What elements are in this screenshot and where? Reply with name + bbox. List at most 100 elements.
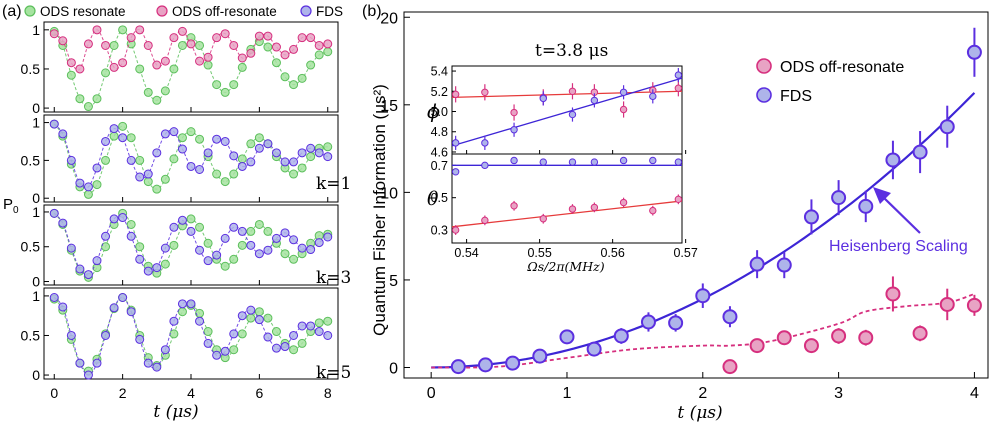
phi-y-tick-label: 5.0 <box>431 105 448 119</box>
data-point-ods-resonate <box>101 68 111 78</box>
panel-b-legend: ODS off-resonate FDS <box>756 58 904 105</box>
data-point-fds <box>831 190 847 206</box>
data-point-ods-off-resonate <box>263 31 273 41</box>
data-point-ods-resonate <box>237 240 247 250</box>
data-point-fds <box>66 330 76 340</box>
theta-data-point-ods-off-resonate <box>619 198 628 207</box>
data-point-fds <box>143 266 153 276</box>
phi-data-point-ods-off-resonate <box>619 105 628 114</box>
data-point-fds <box>229 151 239 161</box>
data-point-fds <box>58 129 68 139</box>
k-label-3: k=3 <box>316 268 351 288</box>
data-point-fds <box>271 148 281 158</box>
data-point-fds <box>143 169 153 179</box>
data-point-ods-resonate <box>306 152 316 162</box>
data-point-fds <box>237 311 247 321</box>
data-point-fds <box>220 346 230 356</box>
ods-off-resonate-guide-curve <box>431 293 975 369</box>
theta-data-point-ods-off-resonate <box>451 226 460 234</box>
data-point-fds <box>532 348 548 364</box>
data-point-fds <box>169 316 179 326</box>
data-point-fds <box>912 144 928 160</box>
panel-b-xlabel: t (μs) <box>677 403 722 423</box>
data-point-ods-off-resonate <box>776 330 792 346</box>
y-tick-label: 0 <box>389 360 398 377</box>
data-point-ods-off-resonate <box>749 338 765 354</box>
data-point-ods-off-resonate <box>75 64 85 74</box>
data-point-ods-resonate <box>143 177 153 187</box>
k-label-5: k=5 <box>316 363 351 383</box>
data-point-fds <box>254 249 264 259</box>
data-point-ods-resonate <box>323 47 333 57</box>
theta-data-point-ods-off-resonate <box>510 202 518 210</box>
data-point-ods-resonate <box>177 40 187 50</box>
theta-data-point-fds <box>481 161 489 170</box>
data-point-ods-resonate <box>203 60 213 70</box>
data-point-ods-off-resonate <box>83 39 93 49</box>
data-point-ods-off-resonate <box>246 48 256 58</box>
data-point-fds <box>722 309 738 325</box>
data-point-fds <box>477 357 493 373</box>
phi-ods-off-resonate-fit <box>451 90 683 99</box>
data-point-fds <box>75 178 85 188</box>
data-point-fds <box>169 127 179 137</box>
data-point-ods-resonate <box>297 73 307 83</box>
data-point-fds <box>229 222 239 232</box>
phi-y-tick-label: 4.6 <box>431 145 448 159</box>
y-tick-label: 10 <box>380 185 398 202</box>
panel-a-ylabel: P0 <box>3 196 19 216</box>
data-point-fds <box>212 134 222 144</box>
data-point-fds <box>195 164 205 174</box>
legend-marker-ods-off-resonate <box>156 5 168 17</box>
data-point-fds <box>101 231 111 241</box>
data-point-ods-resonate <box>263 226 273 236</box>
data-point-ods-resonate <box>195 222 205 232</box>
data-point-fds <box>109 303 119 313</box>
theta-data-point-ods-off-resonate <box>539 215 547 223</box>
data-point-fds <box>169 222 179 232</box>
data-point-fds <box>177 299 187 309</box>
phi-data-point-fds <box>539 94 547 103</box>
theta-data-point-fds <box>649 156 657 165</box>
data-point-ods-resonate <box>109 131 119 141</box>
data-point-ods-resonate <box>314 318 324 328</box>
data-point-ods-resonate <box>177 307 187 317</box>
legend-ods-resonate: ODS resonate <box>40 4 126 19</box>
inset-theta-label: θ <box>427 188 439 210</box>
data-point-ods-resonate <box>297 338 307 348</box>
theta-data-point-ods-off-resonate <box>481 216 489 225</box>
data-point-fds <box>49 119 59 129</box>
data-point-ods-resonate <box>66 70 76 80</box>
data-point-fds <box>212 350 222 360</box>
panel-a-label: (a) <box>2 3 22 20</box>
data-point-ods-resonate <box>289 254 299 264</box>
panel-b-frame <box>403 11 989 379</box>
data-point-ods-resonate <box>237 154 247 164</box>
panel-b-plot <box>431 27 982 375</box>
data-point-fds <box>297 321 307 331</box>
y-tick-label: 0.5 <box>21 327 41 343</box>
data-point-fds <box>58 218 68 228</box>
phi-fds-fit <box>451 77 683 147</box>
y-tick-label: 1 <box>32 288 40 304</box>
data-point-ods-off-resonate <box>966 297 982 313</box>
data-point-fds <box>695 288 711 304</box>
data-point-ods-resonate <box>246 139 256 149</box>
data-point-ods-off-resonate <box>297 33 307 43</box>
x-tick-label: 0 <box>427 385 436 402</box>
inset-x-tick-label: 0.55 <box>527 246 551 260</box>
y-tick-label: 0 <box>32 274 40 290</box>
data-point-fds <box>109 214 119 224</box>
inset-x-tick-label: 0.54 <box>454 246 478 260</box>
data-point-ods-resonate <box>237 62 247 72</box>
data-point-fds <box>160 243 170 253</box>
data-point-ods-resonate <box>212 169 222 179</box>
x-tick-label: 3 <box>834 385 843 402</box>
data-point-ods-resonate <box>195 40 205 50</box>
inset-xlabel: Ωs/2π(MHz) <box>526 259 604 274</box>
data-point-fds <box>314 238 324 248</box>
data-point-ods-resonate <box>254 307 264 317</box>
y-tick-label: 1 <box>32 115 40 131</box>
data-point-fds <box>280 342 290 352</box>
legend-b-fds: FDS <box>780 88 812 105</box>
